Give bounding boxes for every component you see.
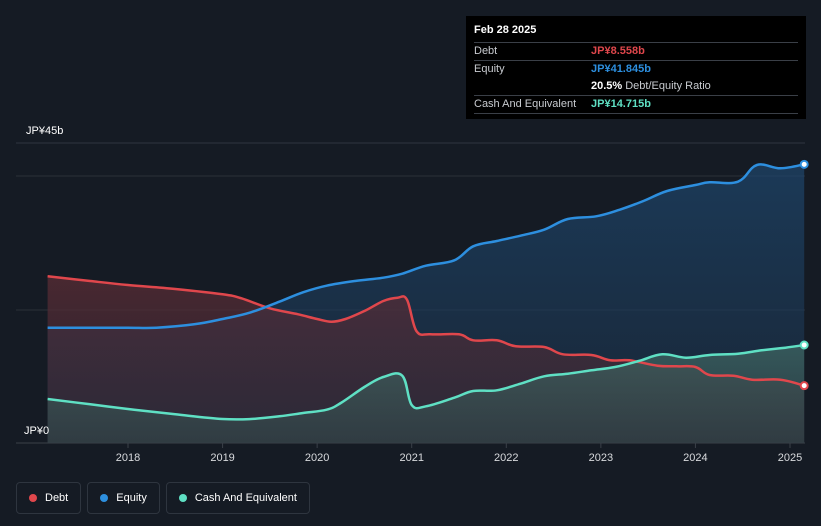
tooltip-ratio-value: 20.5% (591, 80, 623, 92)
x-tick-label-2021: 2021 (399, 452, 423, 464)
tooltip-equity-label: Equity (474, 63, 505, 75)
tooltip-cash-value: JP¥14.715b (591, 98, 651, 110)
tooltip-debt-label: Debt (474, 45, 498, 57)
x-axis-ticks: 2018 2019 2020 2021 2022 2023 2024 2025 (116, 443, 802, 464)
legend-label-equity: Equity (116, 492, 147, 504)
y-axis-top-label: JP¥45b (26, 125, 64, 137)
debt-end-marker (799, 381, 809, 391)
endpoint-markers (799, 159, 809, 391)
legend-item-debt[interactable]: Debt (16, 482, 82, 514)
tooltip-row-equity: Equity JP¥41.845b (474, 60, 798, 78)
legend-item-equity[interactable]: Equity (87, 482, 160, 514)
x-tick-label-2019: 2019 (210, 452, 234, 464)
equity-line (47, 163, 805, 330)
tooltip-ratio-spacer (474, 78, 591, 95)
tooltip-date: Feb 28 2025 (474, 24, 537, 36)
tooltip-panel: Feb 28 2025 Debt JP¥8.558b Equity JP¥41.… (466, 16, 806, 119)
cash-area (47, 345, 805, 443)
x-tick-label-2025: 2025 (778, 452, 802, 464)
tooltip-ratio-label: Debt/Equity Ratio (625, 80, 711, 92)
cash-end-marker (799, 340, 809, 350)
y-axis-bottom-label: JP¥0 (24, 425, 50, 437)
tooltip-debt-value: JP¥8.558b (591, 45, 645, 57)
x-tick-label-2020: 2020 (305, 452, 329, 464)
x-tick-label-2018: 2018 (116, 452, 140, 464)
tooltip-row-debt: Debt JP¥8.558b (474, 42, 798, 60)
equity-end-marker (799, 159, 809, 169)
legend-label-cash: Cash And Equivalent (194, 492, 297, 504)
legend-item-cash[interactable]: Cash And Equivalent (165, 482, 310, 514)
tooltip-row-ratio: 20.5% Debt/Equity Ratio (474, 78, 798, 95)
tooltip-cash-label: Cash And Equivalent (474, 98, 577, 110)
tooltip-row-cash: Cash And Equivalent JP¥14.715b (474, 95, 798, 114)
tooltip-equity-value: JP¥41.845b (591, 63, 651, 75)
legend-label-debt: Debt (45, 492, 69, 504)
area-fills (47, 164, 805, 444)
legend-dot-cash (178, 494, 187, 502)
x-tick-label-2023: 2023 (589, 452, 613, 464)
chart-legend: Debt Equity Cash And Equivalent (16, 482, 310, 514)
series-lines (47, 163, 805, 421)
x-tick-label-2022: 2022 (494, 452, 518, 464)
legend-dot-debt (29, 494, 37, 502)
cash-line (47, 343, 805, 421)
legend-dot-equity (100, 494, 109, 502)
debt-line (47, 275, 805, 387)
x-tick-label-2024: 2024 (683, 452, 707, 464)
